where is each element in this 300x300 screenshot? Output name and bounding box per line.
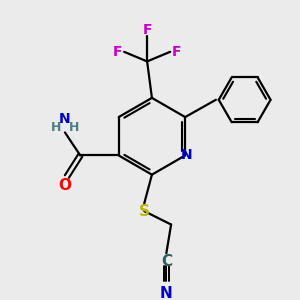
Text: F: F	[172, 45, 182, 59]
Text: C: C	[161, 254, 172, 268]
Text: O: O	[58, 178, 71, 193]
Text: N: N	[59, 112, 71, 126]
Text: H: H	[68, 121, 79, 134]
Text: S: S	[139, 204, 150, 219]
Text: N: N	[160, 286, 173, 300]
Text: N: N	[180, 148, 192, 163]
Text: H: H	[51, 121, 62, 134]
Text: F: F	[112, 45, 122, 59]
Text: F: F	[142, 23, 152, 37]
